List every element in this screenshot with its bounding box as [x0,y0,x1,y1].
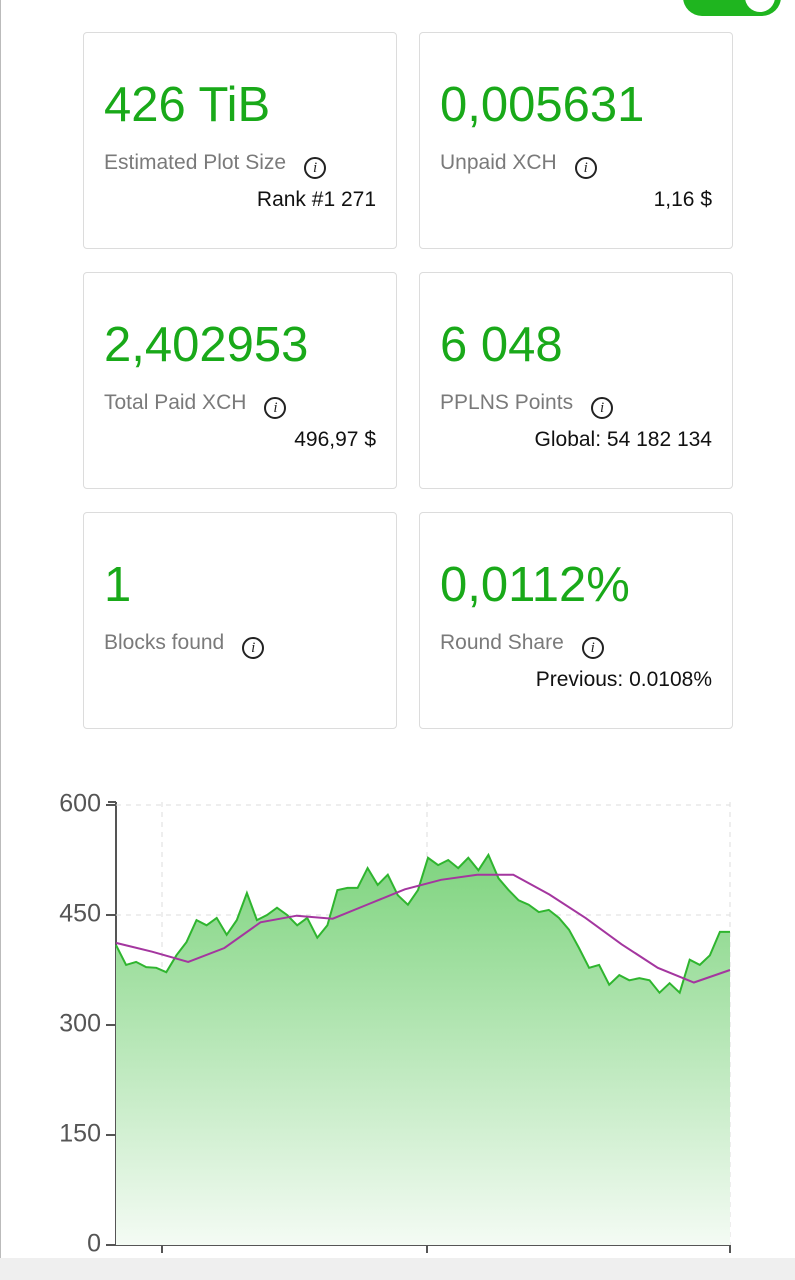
stat-value: 1 [104,558,132,612]
stat-label: Blocks found i [104,631,265,659]
stat-label-text: PPLNS Points [440,391,574,414]
toggle[interactable] [683,0,781,16]
area [116,854,730,1245]
stat-label-text: Round Share [440,631,564,654]
stat-sub: 496,97 $ [294,428,376,451]
y-tick-label: 600 [59,790,101,818]
stat-label-text: Estimated Plot Size [104,151,287,174]
stat-label-text: Unpaid XCH [440,151,557,174]
info-icon[interactable]: i [264,397,287,419]
stat-value: 6 048 [440,318,563,372]
info-icon[interactable]: i [304,157,327,179]
y-tick-label: 0 [87,1230,101,1258]
bottom-bar [0,1258,795,1280]
stat-label-text: Total Paid XCH [104,391,247,414]
stat-sub: 1,16 $ [653,188,712,211]
stat-label-text: Blocks found [104,631,225,654]
stat-label: PPLNS Points i [440,391,614,419]
stat-value: 426 TiB [104,78,271,132]
line [115,852,730,995]
line [115,873,731,984]
stat-label: Estimated Plot Size i [104,151,327,179]
stat-label: Total Paid XCH i [104,391,287,419]
y-tick-label: 150 [59,1120,101,1148]
stat-sub: Rank #1 271 [256,188,376,211]
stat-card: 6 048 PPLNS Points i Global: 54 182 134 [419,272,733,489]
info-icon[interactable]: i [581,637,604,659]
stat-card: 0,005631 Unpaid XCH i 1,16 $ [419,32,733,249]
left-edge [0,0,1,1280]
stat-sub: Global: 54 182 134 [534,428,712,451]
stat-sub: Previous: 0.0108% [535,668,712,691]
y-tick-label: 450 [59,900,101,928]
y-tick-label: 300 [59,1010,101,1038]
info-icon[interactable]: i [591,397,614,419]
stat-card: 426 TiB Estimated Plot Size i Rank #1 271 [83,32,397,249]
stat-label: Unpaid XCH i [440,151,597,179]
stat-card: 2,402953 Total Paid XCH i 496,97 $ [83,272,397,489]
info-icon[interactable]: i [574,157,597,179]
stat-card: 0,0112% Round Share i Previous: 0.0108% [419,512,733,729]
stat-card: 1 Blocks found i [83,512,397,729]
stat-value: 0,0112% [440,558,630,612]
stat-label: Round Share i [440,631,604,659]
stat-value: 0,005631 [440,78,645,132]
stat-value: 2,402953 [104,318,309,372]
info-icon[interactable]: i [242,637,265,659]
